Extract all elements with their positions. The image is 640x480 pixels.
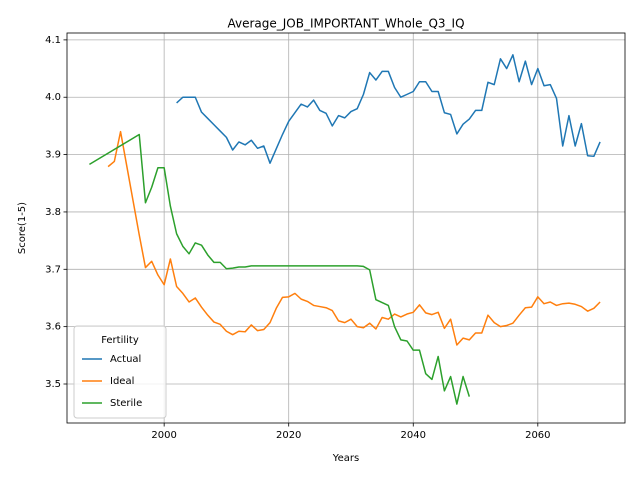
y-tick-label: 3.8	[45, 207, 61, 218]
legend-title: Fertility	[101, 335, 139, 346]
y-tick-label: 4.1	[45, 35, 61, 46]
series-line	[89, 133, 471, 405]
grid	[67, 33, 625, 423]
series-line	[176, 54, 601, 164]
x-axis-label: Years	[332, 453, 359, 464]
y-tick-label: 3.5	[45, 379, 61, 390]
legend: Fertility Actual Ideal Sterile	[73, 325, 167, 419]
y-axis-label: Score(1-5)	[17, 202, 28, 254]
chart-title: Average_JOB_IMPORTANT_Whole_Q3_IQ	[227, 17, 464, 31]
plot-frame	[66, 32, 626, 424]
x-tick-label: 2040	[401, 430, 426, 441]
y-tick-label: 3.9	[45, 150, 61, 161]
legend-label: Sterile	[110, 398, 142, 409]
lines	[89, 54, 601, 405]
legend-box	[73, 325, 167, 419]
y-tick-label: 3.7	[45, 264, 61, 275]
series-line	[107, 130, 601, 346]
y-tick-label: 4.0	[45, 92, 61, 103]
y-tick-label: 3.6	[45, 322, 61, 333]
legend-label: Ideal	[110, 376, 134, 387]
x-tick-label: 2060	[525, 430, 550, 441]
x-tick-label: 2000	[151, 430, 176, 441]
ticks: 2000 2020 2040 2060 3.5 3.6 3.7 3.8 3.9 4.0 4.1	[45, 35, 550, 441]
legend-label: Actual	[110, 354, 141, 365]
x-tick-label: 2020	[276, 430, 301, 441]
